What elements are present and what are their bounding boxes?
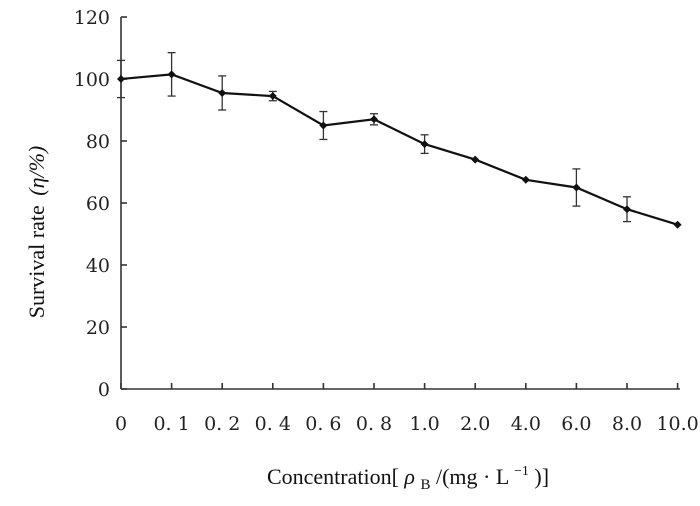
x-tick-label: 8.0 — [612, 413, 642, 435]
x-tick-label: 6.0 — [561, 413, 591, 435]
x-tick-label: 4.0 — [511, 413, 541, 435]
data-point — [471, 155, 480, 164]
x-tick-label: 0. 6 — [305, 413, 341, 435]
x-axis-label: Concentration[ ρ B /(mg · L −1 )] — [267, 455, 549, 494]
x-tick-label: 10.0 — [656, 413, 698, 435]
data-point — [370, 115, 378, 124]
data-point — [623, 205, 631, 214]
data-point — [167, 70, 176, 79]
y-axis-ticks: 0 20 40 60 80 100 120 — [74, 7, 127, 401]
axes — [120, 17, 680, 390]
data-point — [218, 88, 227, 97]
y-tick-label: 120 — [74, 7, 110, 29]
data-point — [268, 92, 277, 101]
data-point — [521, 175, 530, 184]
y-tick-label: 20 — [86, 317, 110, 339]
x-tick-label: 0. 1 — [153, 413, 189, 435]
y-axis-label: Survival rate (η/%) — [24, 146, 49, 319]
y-tick-label: 80 — [86, 131, 110, 153]
x-tick-label: 0 — [115, 413, 127, 435]
x-tick-label: 1.0 — [409, 413, 439, 435]
y-tick-label: 60 — [86, 193, 110, 215]
data-point — [673, 220, 682, 229]
data-point — [420, 140, 429, 149]
x-tick-label: 0. 4 — [255, 413, 291, 435]
data-point — [572, 183, 581, 192]
data-point — [319, 121, 328, 130]
survival-rate-line — [120, 73, 678, 226]
x-tick-label: 0. 2 — [204, 413, 240, 435]
x-axis-ticks: 0 0. 1 0. 2 0. 4 0. 6 0. 8 1.0 2.0 4.0 6.0 8.0 10.0 — [115, 383, 699, 435]
error-bars — [117, 52, 631, 223]
x-tick-label: 0. 8 — [356, 413, 392, 435]
y-tick-label: 100 — [74, 69, 110, 91]
y-tick-label: 0 — [98, 379, 110, 401]
data-points — [117, 70, 682, 229]
data-point — [117, 75, 125, 83]
x-tick-label: 2.0 — [460, 413, 490, 435]
y-tick-label: 40 — [86, 255, 110, 277]
